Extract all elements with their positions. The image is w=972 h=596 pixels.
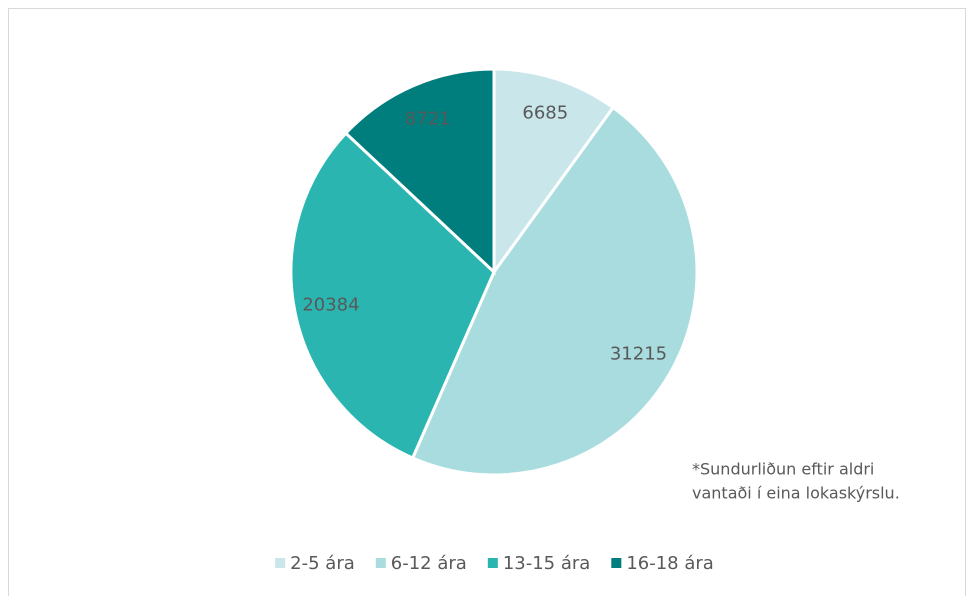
annotation: *Sundurliðun eftir aldri: [692, 460, 874, 479]
legend-swatch: [375, 558, 386, 568]
pie-slice: [410, 105, 699, 477]
data-label: 31215: [610, 344, 667, 365]
legend-swatch: [611, 558, 622, 568]
legend-swatch: [487, 558, 498, 568]
annotation: vantaði í eina lokaskýrslu.: [692, 484, 900, 503]
data-label: 20384: [302, 295, 359, 316]
legend-label: 2-5 ára: [290, 553, 355, 574]
data-label: 6685: [522, 103, 568, 124]
pie-slice: [289, 131, 496, 460]
legend-swatch: [275, 558, 286, 568]
data-label: 8721: [405, 108, 451, 129]
pie-slice: [492, 67, 616, 277]
pie-slice: [343, 67, 496, 276]
legend-label: 16-18 ára: [626, 553, 714, 574]
legend-label: 13-15 ára: [503, 553, 591, 574]
legend-label: 6-12 ára: [391, 553, 467, 574]
frame: [8, 8, 966, 596]
